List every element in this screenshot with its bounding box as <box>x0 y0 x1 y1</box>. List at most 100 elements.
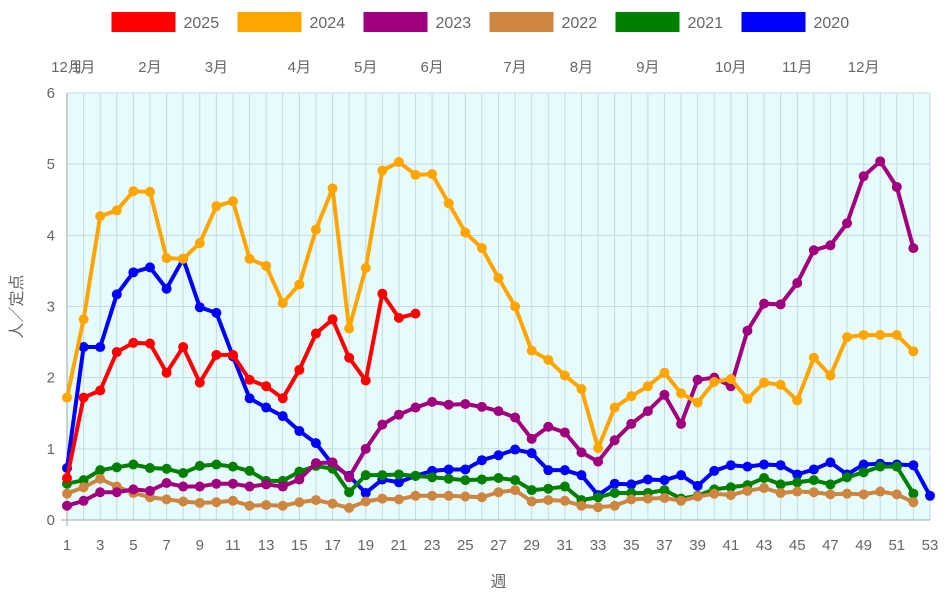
data-point-2021 <box>161 463 172 474</box>
data-point-2024 <box>808 352 819 363</box>
data-point-2020 <box>742 461 753 472</box>
data-point-2025 <box>62 473 72 484</box>
data-point-2022 <box>261 500 272 511</box>
data-point-2024 <box>460 227 471 238</box>
x-tick-label: 11 <box>225 537 241 554</box>
data-point-2025 <box>327 314 338 325</box>
data-point-2024 <box>178 253 189 264</box>
data-point-2021 <box>659 485 670 496</box>
grid-lines <box>61 92 931 526</box>
data-point-2021 <box>460 475 471 486</box>
data-point-2024 <box>261 260 272 271</box>
data-point-2021 <box>609 487 620 498</box>
data-point-2024 <box>344 323 355 334</box>
data-point-2020 <box>692 480 703 491</box>
data-point-2021 <box>360 470 371 481</box>
data-point-2023 <box>294 474 305 485</box>
data-point-2022 <box>377 493 388 504</box>
legend-item-2023: 2023 <box>363 12 471 32</box>
data-point-2024 <box>194 238 205 249</box>
data-point-2024 <box>875 329 886 340</box>
data-point-2024 <box>393 157 404 168</box>
data-point-2022 <box>858 489 869 500</box>
x-tick-label: 23 <box>424 537 441 554</box>
series-2025 <box>62 288 421 484</box>
data-point-2020 <box>808 464 819 475</box>
data-point-2021 <box>725 482 736 493</box>
data-point-2020 <box>194 302 205 313</box>
data-point-2024 <box>62 392 72 403</box>
data-point-2025 <box>244 374 255 385</box>
data-point-2021 <box>908 488 919 499</box>
data-point-2022 <box>543 495 554 506</box>
data-point-2025 <box>261 381 272 392</box>
data-point-2020 <box>460 464 471 475</box>
data-point-2021 <box>842 472 853 483</box>
data-point-2025 <box>410 308 421 319</box>
legend-swatch-2020 <box>741 12 806 32</box>
series-line-2025 <box>65 291 418 481</box>
data-point-2023 <box>659 389 670 400</box>
y-tick-label: 6 <box>47 85 55 102</box>
data-point-2024 <box>78 314 89 325</box>
legend-swatch-2021 <box>615 12 680 32</box>
data-point-2024 <box>825 370 836 381</box>
x-tick-label: 53 <box>922 537 939 554</box>
x-tick-label: 5 <box>129 537 137 554</box>
data-point-2020 <box>476 455 487 466</box>
data-point-2021 <box>858 467 869 478</box>
x-tick-label: 21 <box>391 537 408 554</box>
y-axis-ticks: 0 1 2 3 4 5 6 <box>47 85 55 529</box>
data-point-2020 <box>244 393 255 404</box>
data-point-2021 <box>443 473 454 484</box>
data-point-2020 <box>393 477 404 488</box>
x-tick-label: 1 <box>63 537 71 554</box>
data-point-2024 <box>161 253 172 264</box>
data-point-2024 <box>277 297 288 308</box>
data-point-2025 <box>178 342 189 353</box>
data-point-2022 <box>277 500 288 511</box>
data-point-2023 <box>95 487 106 498</box>
data-point-2020 <box>709 465 720 476</box>
data-point-2022 <box>642 493 653 504</box>
data-point-2024 <box>310 224 321 235</box>
data-point-2022 <box>510 485 521 496</box>
data-point-2025 <box>310 328 321 339</box>
data-point-2021 <box>227 461 238 472</box>
data-point-2023 <box>692 374 703 385</box>
month-label: 1月 <box>72 59 95 76</box>
legend-label-2021: 2021 <box>688 15 724 32</box>
x-tick-label: 47 <box>822 537 839 554</box>
legend-swatch-2023 <box>363 12 428 32</box>
data-point-2020 <box>111 289 122 300</box>
data-point-2024 <box>593 443 604 454</box>
data-point-2022 <box>825 489 836 500</box>
data-point-2021 <box>344 487 355 498</box>
data-point-2025 <box>377 288 388 299</box>
data-point-2022 <box>476 492 487 503</box>
data-point-2020 <box>676 470 687 481</box>
data-point-2023 <box>775 299 786 310</box>
data-point-2023 <box>161 477 172 488</box>
data-point-2023 <box>476 401 487 412</box>
data-point-2023 <box>676 418 687 429</box>
y-axis-title: 人／定点 <box>8 274 26 338</box>
y-tick-label: 4 <box>47 227 55 244</box>
month-label: 3月 <box>205 59 228 76</box>
data-point-2025 <box>344 352 355 363</box>
data-point-2024 <box>377 165 388 176</box>
data-point-2022 <box>792 486 803 497</box>
data-point-2022 <box>742 485 753 496</box>
data-point-2021 <box>78 475 89 486</box>
data-point-2020 <box>128 267 139 278</box>
data-point-2024 <box>692 397 703 408</box>
data-point-2023 <box>642 406 653 417</box>
data-point-2023 <box>194 481 205 492</box>
data-point-2021 <box>211 459 222 470</box>
data-point-2023 <box>742 325 753 336</box>
data-point-2022 <box>775 487 786 498</box>
data-point-2022 <box>427 490 438 501</box>
data-point-2024 <box>410 169 421 180</box>
x-tick-label: 19 <box>357 537 374 554</box>
